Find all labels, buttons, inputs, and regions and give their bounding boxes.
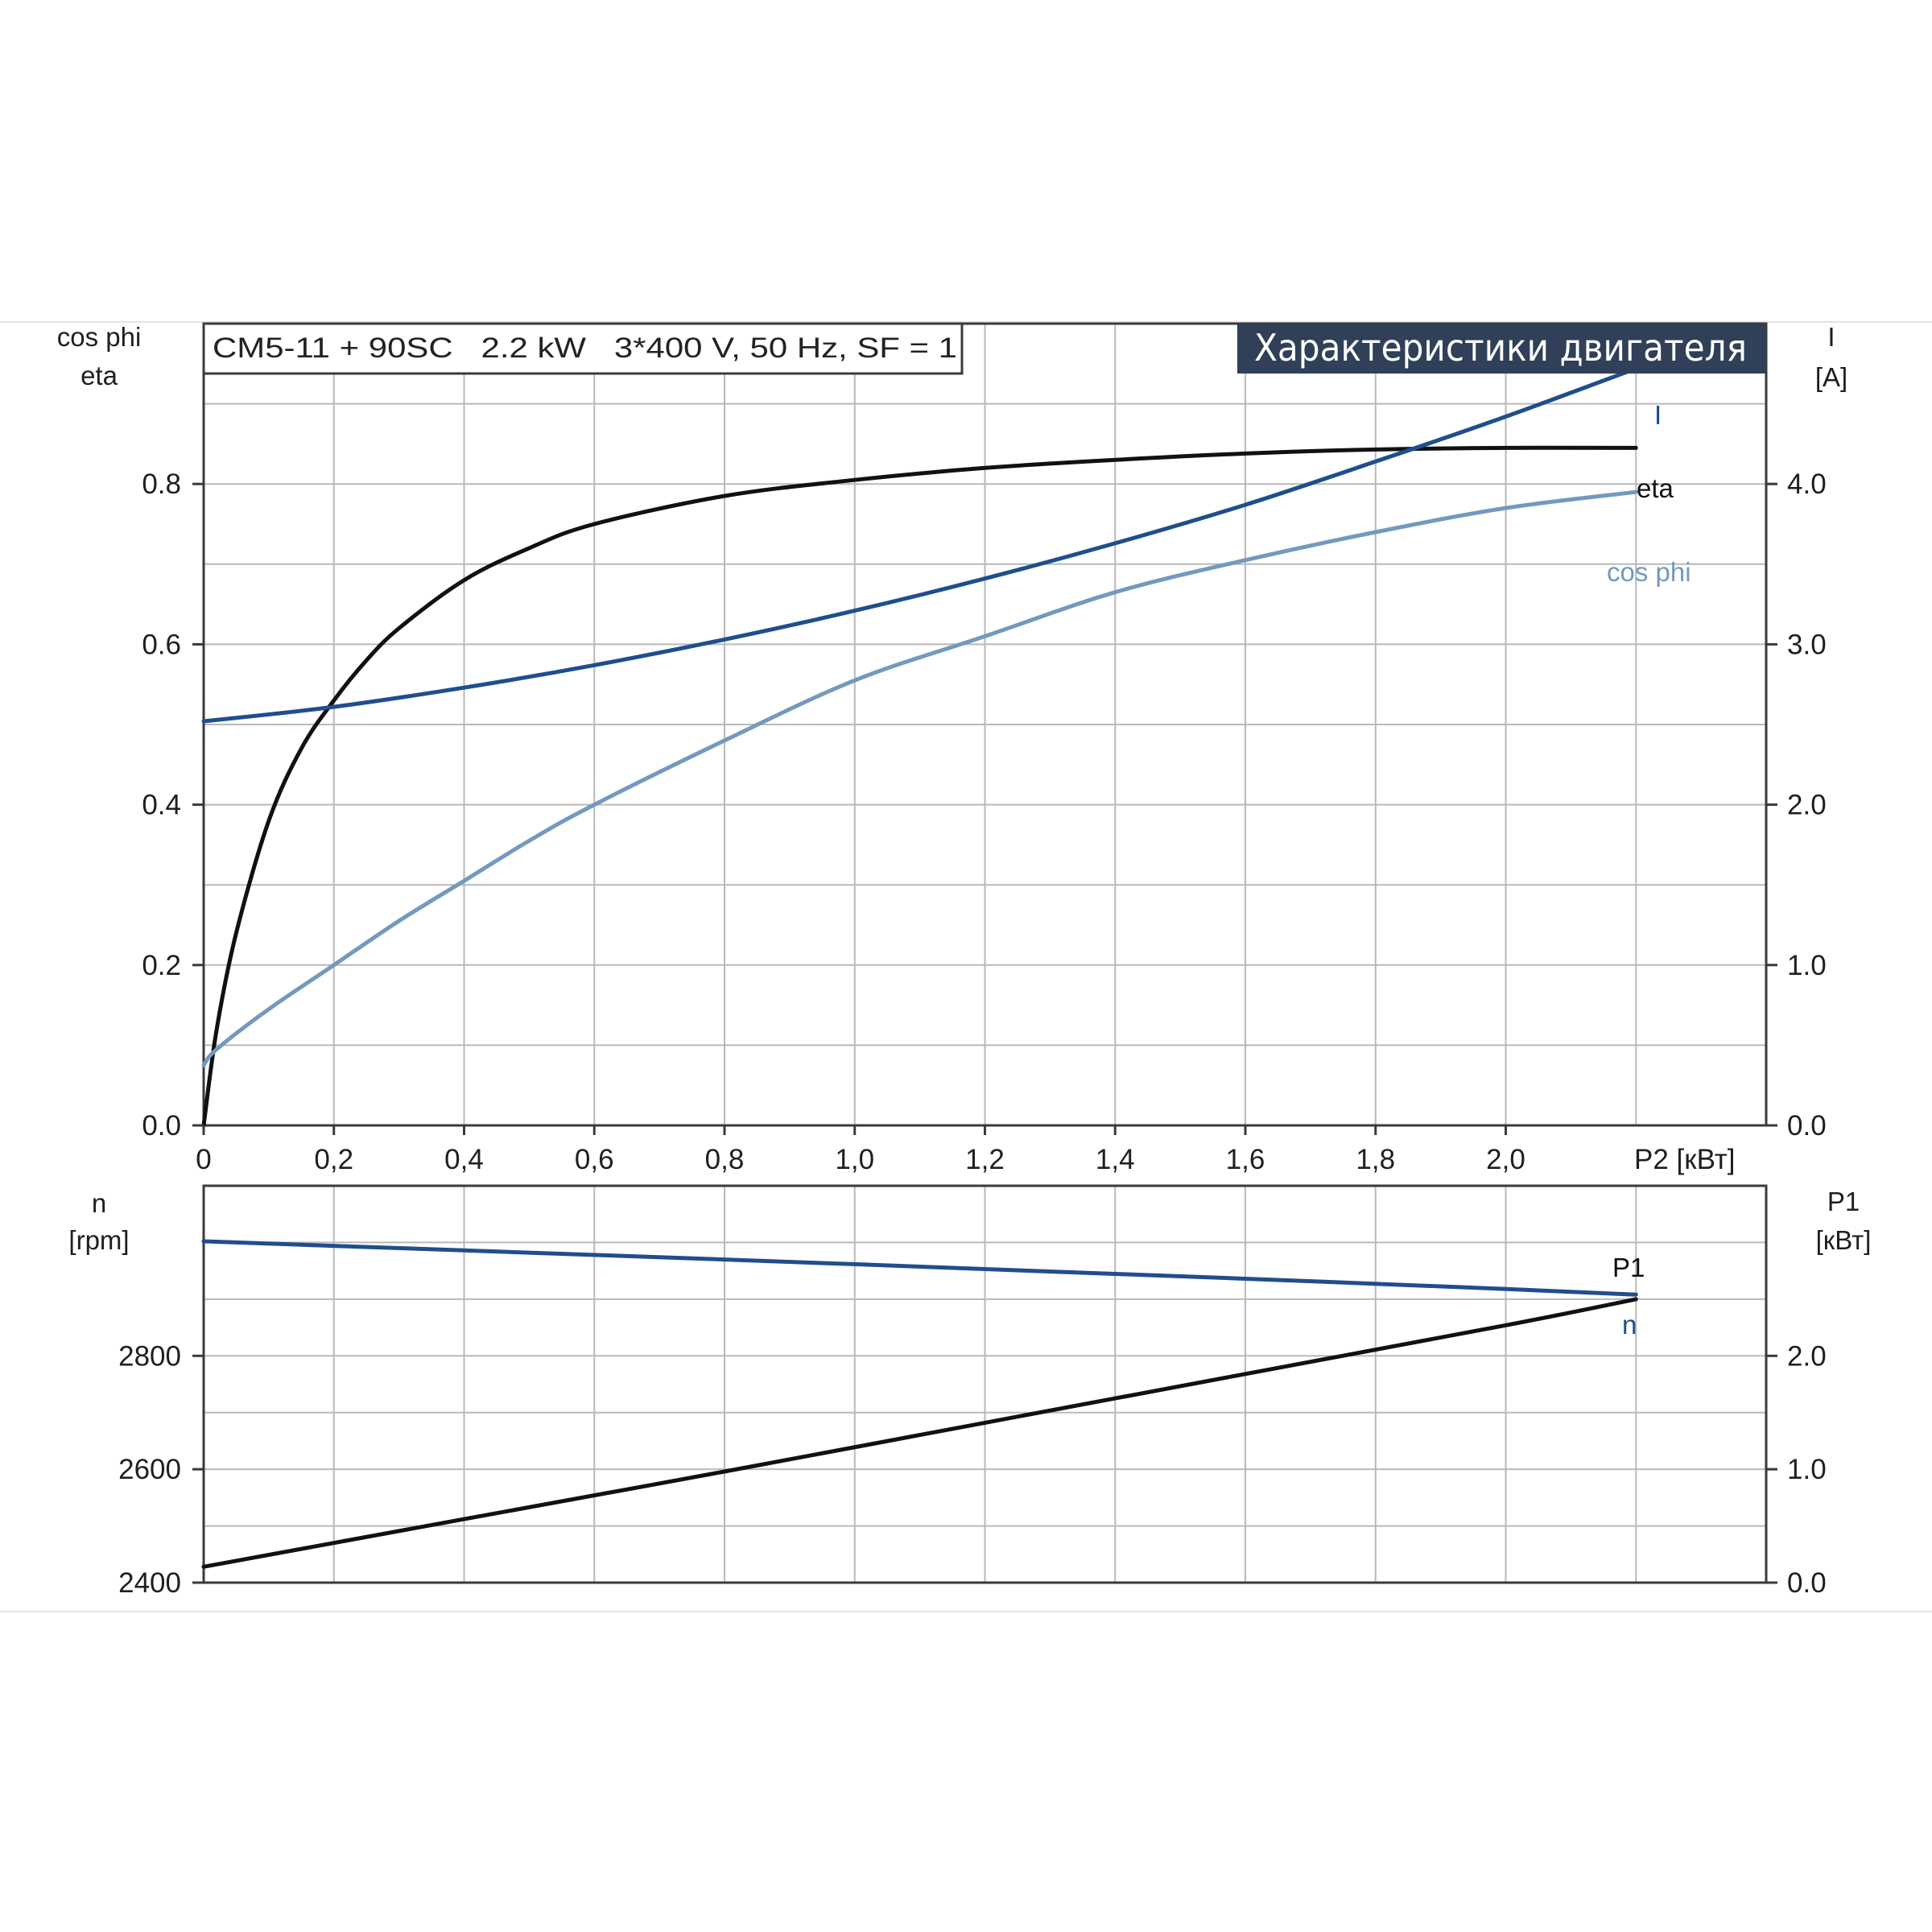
tick-label: 1,2 <box>965 1144 1005 1175</box>
lower-grid <box>204 1186 1766 1583</box>
upper-left-axis-label-line2: eta <box>80 361 118 390</box>
tick-label: 2400 <box>118 1567 181 1599</box>
series-label-P1: P1 <box>1612 1253 1645 1282</box>
upper-right-axis-label-line2: [A] <box>1815 362 1847 392</box>
series-label-eta: eta <box>1637 473 1674 503</box>
series-label-I: I <box>1654 400 1662 430</box>
x-axis-label: P2 [кВт] <box>1634 1144 1736 1175</box>
tick-label: 0.4 <box>142 790 181 821</box>
model-info-box: CM5-11 + 90SC 2.2 kW 3*400 V, 50 Hz, SF … <box>202 322 964 375</box>
tick-label: 0.2 <box>142 950 181 981</box>
lower-left-axis-label-line2: [rpm] <box>68 1225 129 1255</box>
tick-label: 0.6 <box>142 629 181 660</box>
lower-right-axis-label-line2: [кВт] <box>1816 1225 1872 1255</box>
tick-label: 1,0 <box>835 1144 874 1175</box>
tick-label: 0,6 <box>575 1144 614 1175</box>
upper-grid <box>204 324 1766 1125</box>
tick-label: 2,0 <box>1486 1144 1525 1175</box>
upper-left-axis-label-line1: cos phi <box>57 322 142 352</box>
tick-label: 0.0 <box>1787 1567 1827 1599</box>
tick-label: 0.8 <box>142 469 181 500</box>
tick-label: 1,8 <box>1356 1144 1395 1175</box>
tick-label: 1.0 <box>1787 950 1827 981</box>
upper-series-i <box>201 366 1638 724</box>
tick-label: 2.0 <box>1787 1340 1827 1372</box>
tick-label: 0,2 <box>314 1144 353 1175</box>
upper-right-axis-label-line1: I <box>1827 322 1835 352</box>
title-badge: Характеристики двигателя <box>1237 324 1766 374</box>
upper-series-cos-phi <box>201 489 1638 1067</box>
tick-label: 1.0 <box>1787 1454 1827 1485</box>
upper-x-tick-labels: 0 0,2 0,4 0,6 0,8 1,0 1,2 1,4 1,6 1,8 2,0 <box>196 1125 1525 1175</box>
model-info-text: CM5-11 + 90SC 2.2 kW 3*400 V, 50 Hz, SF … <box>213 332 957 364</box>
upper-series-eta <box>201 445 1638 1128</box>
lower-right-tick-labels: 0.0 1.0 2.0 <box>1766 1340 1827 1599</box>
lower-left-axis-label-line1: n <box>92 1188 106 1218</box>
series-label-cos-phi: cos phi <box>1607 557 1691 587</box>
tick-label: 1,4 <box>1096 1144 1135 1175</box>
tick-label: 0 <box>196 1144 211 1175</box>
tick-label: 2600 <box>118 1454 181 1485</box>
upper-right-tick-labels: 0.0 1.0 2.0 3.0 4.0 <box>1766 469 1827 1141</box>
tick-label: 1,6 <box>1226 1144 1265 1175</box>
tick-label: 2.0 <box>1787 790 1827 821</box>
title-badge-text: Характеристики двигателя <box>1254 326 1747 369</box>
lower-left-tick-labels: 2400 2600 2800 <box>118 1340 204 1599</box>
tick-label: 2800 <box>118 1340 181 1372</box>
model-info-frame <box>202 322 964 375</box>
lower-series-group <box>201 1239 1638 1569</box>
lower-series-n <box>201 1239 1638 1297</box>
lower-plot-frame <box>202 1184 1768 1584</box>
series-label-n: n <box>1622 1310 1637 1340</box>
tick-label: 4.0 <box>1787 469 1827 500</box>
lower-right-axis-label-line1: P1 <box>1827 1187 1860 1216</box>
title-badge-background <box>1237 324 1766 374</box>
tick-label: 0.0 <box>142 1110 181 1141</box>
lower-series-p1 <box>201 1297 1638 1569</box>
tick-label: 3.0 <box>1787 629 1827 660</box>
tick-label: 0.0 <box>1787 1110 1827 1141</box>
tick-label: 0,4 <box>444 1144 484 1175</box>
tick-label: 0,8 <box>705 1144 745 1175</box>
upper-left-tick-labels: 0.0 0.2 0.4 0.6 0.8 <box>142 469 204 1141</box>
upper-series-group <box>201 366 1638 1128</box>
